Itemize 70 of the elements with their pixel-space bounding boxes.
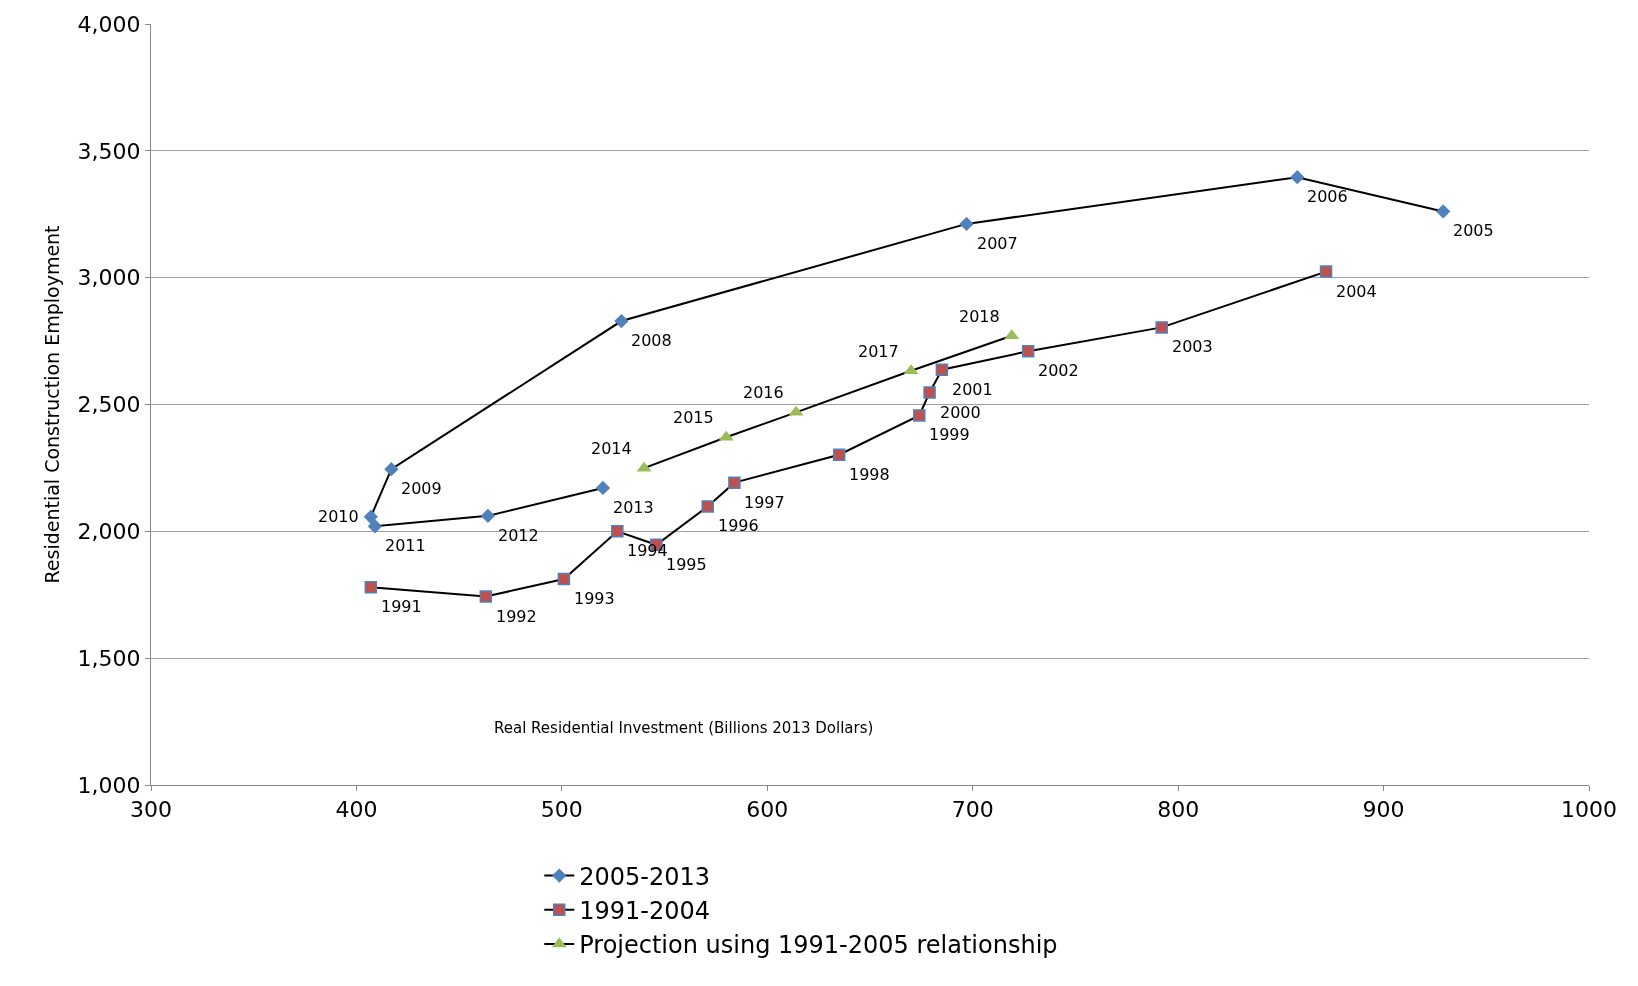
legend-label: 2005-2013 bbox=[579, 862, 711, 891]
point bbox=[363, 509, 378, 525]
annotation: 2001 bbox=[952, 380, 993, 399]
annotation: 1992 bbox=[496, 607, 537, 626]
point bbox=[557, 572, 571, 586]
annotation: 2011 bbox=[385, 536, 426, 555]
annotation: 2000 bbox=[940, 403, 981, 422]
annotation: 2005 bbox=[1453, 221, 1494, 240]
annotation: 2015 bbox=[673, 408, 714, 427]
point bbox=[480, 508, 496, 524]
point bbox=[923, 386, 936, 399]
point bbox=[728, 476, 741, 489]
point bbox=[1290, 170, 1305, 185]
annotation: 2007 bbox=[977, 234, 1018, 253]
x-tick-label: 700 bbox=[951, 797, 994, 823]
annotation: 1998 bbox=[849, 465, 890, 484]
x-tick-label: 600 bbox=[746, 797, 789, 823]
annotation: 1993 bbox=[574, 589, 615, 608]
annotation: 1996 bbox=[718, 516, 759, 535]
point bbox=[1021, 344, 1035, 358]
point bbox=[614, 313, 629, 329]
annotation: 2017 bbox=[858, 342, 899, 361]
x-axis-title: Real Residential Investment (Billions 2013 Dollars) bbox=[494, 719, 874, 737]
point bbox=[367, 519, 383, 534]
annotation: 2016 bbox=[743, 383, 784, 402]
annotation: 2002 bbox=[1038, 361, 1079, 380]
annotation: 2010 bbox=[318, 507, 359, 526]
point bbox=[701, 500, 714, 513]
x-tick-label: 300 bbox=[130, 797, 172, 823]
annotation: 2008 bbox=[631, 331, 672, 350]
y-tick-label: 3,000 bbox=[77, 265, 141, 291]
annotation: 2018 bbox=[959, 307, 1000, 326]
point bbox=[364, 580, 378, 594]
annotation: 1995 bbox=[666, 555, 707, 574]
y-tick-label: 2,000 bbox=[77, 519, 141, 545]
annotation: 2012 bbox=[498, 526, 539, 545]
point bbox=[959, 216, 974, 232]
x-tick-label: 500 bbox=[540, 797, 583, 823]
annotation: 1991 bbox=[381, 597, 422, 616]
y-axis-title: Residential Construction Employment bbox=[41, 225, 64, 584]
y-tick-label: 4,000 bbox=[77, 11, 141, 37]
annotation: 2004 bbox=[1336, 282, 1377, 301]
y-tick-label: 2,500 bbox=[77, 392, 141, 418]
x-tick-label: 900 bbox=[1362, 797, 1405, 823]
annotation: 2014 bbox=[591, 439, 632, 458]
annotation: 1999 bbox=[929, 425, 970, 444]
point bbox=[1155, 321, 1168, 334]
annotation: 1994 bbox=[627, 541, 668, 560]
annotation: 2013 bbox=[613, 498, 654, 517]
annotation: 2006 bbox=[1307, 187, 1348, 206]
point bbox=[935, 363, 949, 376]
x-tick-label: 400 bbox=[335, 797, 378, 823]
annotation: 2003 bbox=[1172, 337, 1213, 356]
x-tick-label: 800 bbox=[1157, 797, 1200, 823]
annotation: 1997 bbox=[744, 493, 785, 512]
point bbox=[611, 525, 624, 538]
y-tick-label: 3,500 bbox=[77, 138, 141, 164]
y-tick-label: 1,000 bbox=[77, 772, 141, 798]
annotation: 2009 bbox=[401, 479, 442, 498]
x-tick-label: 1000 bbox=[1561, 797, 1617, 823]
point bbox=[1436, 204, 1451, 219]
legend-label: Projection using 1991-2005 relationship bbox=[579, 931, 1058, 960]
point bbox=[1319, 265, 1333, 278]
point bbox=[384, 462, 399, 477]
point bbox=[595, 480, 611, 496]
point bbox=[913, 409, 926, 422]
point bbox=[479, 590, 493, 603]
legend-label: 1991-2004 bbox=[579, 897, 711, 926]
point bbox=[832, 448, 846, 461]
y-tick-label: 1,500 bbox=[77, 645, 141, 671]
